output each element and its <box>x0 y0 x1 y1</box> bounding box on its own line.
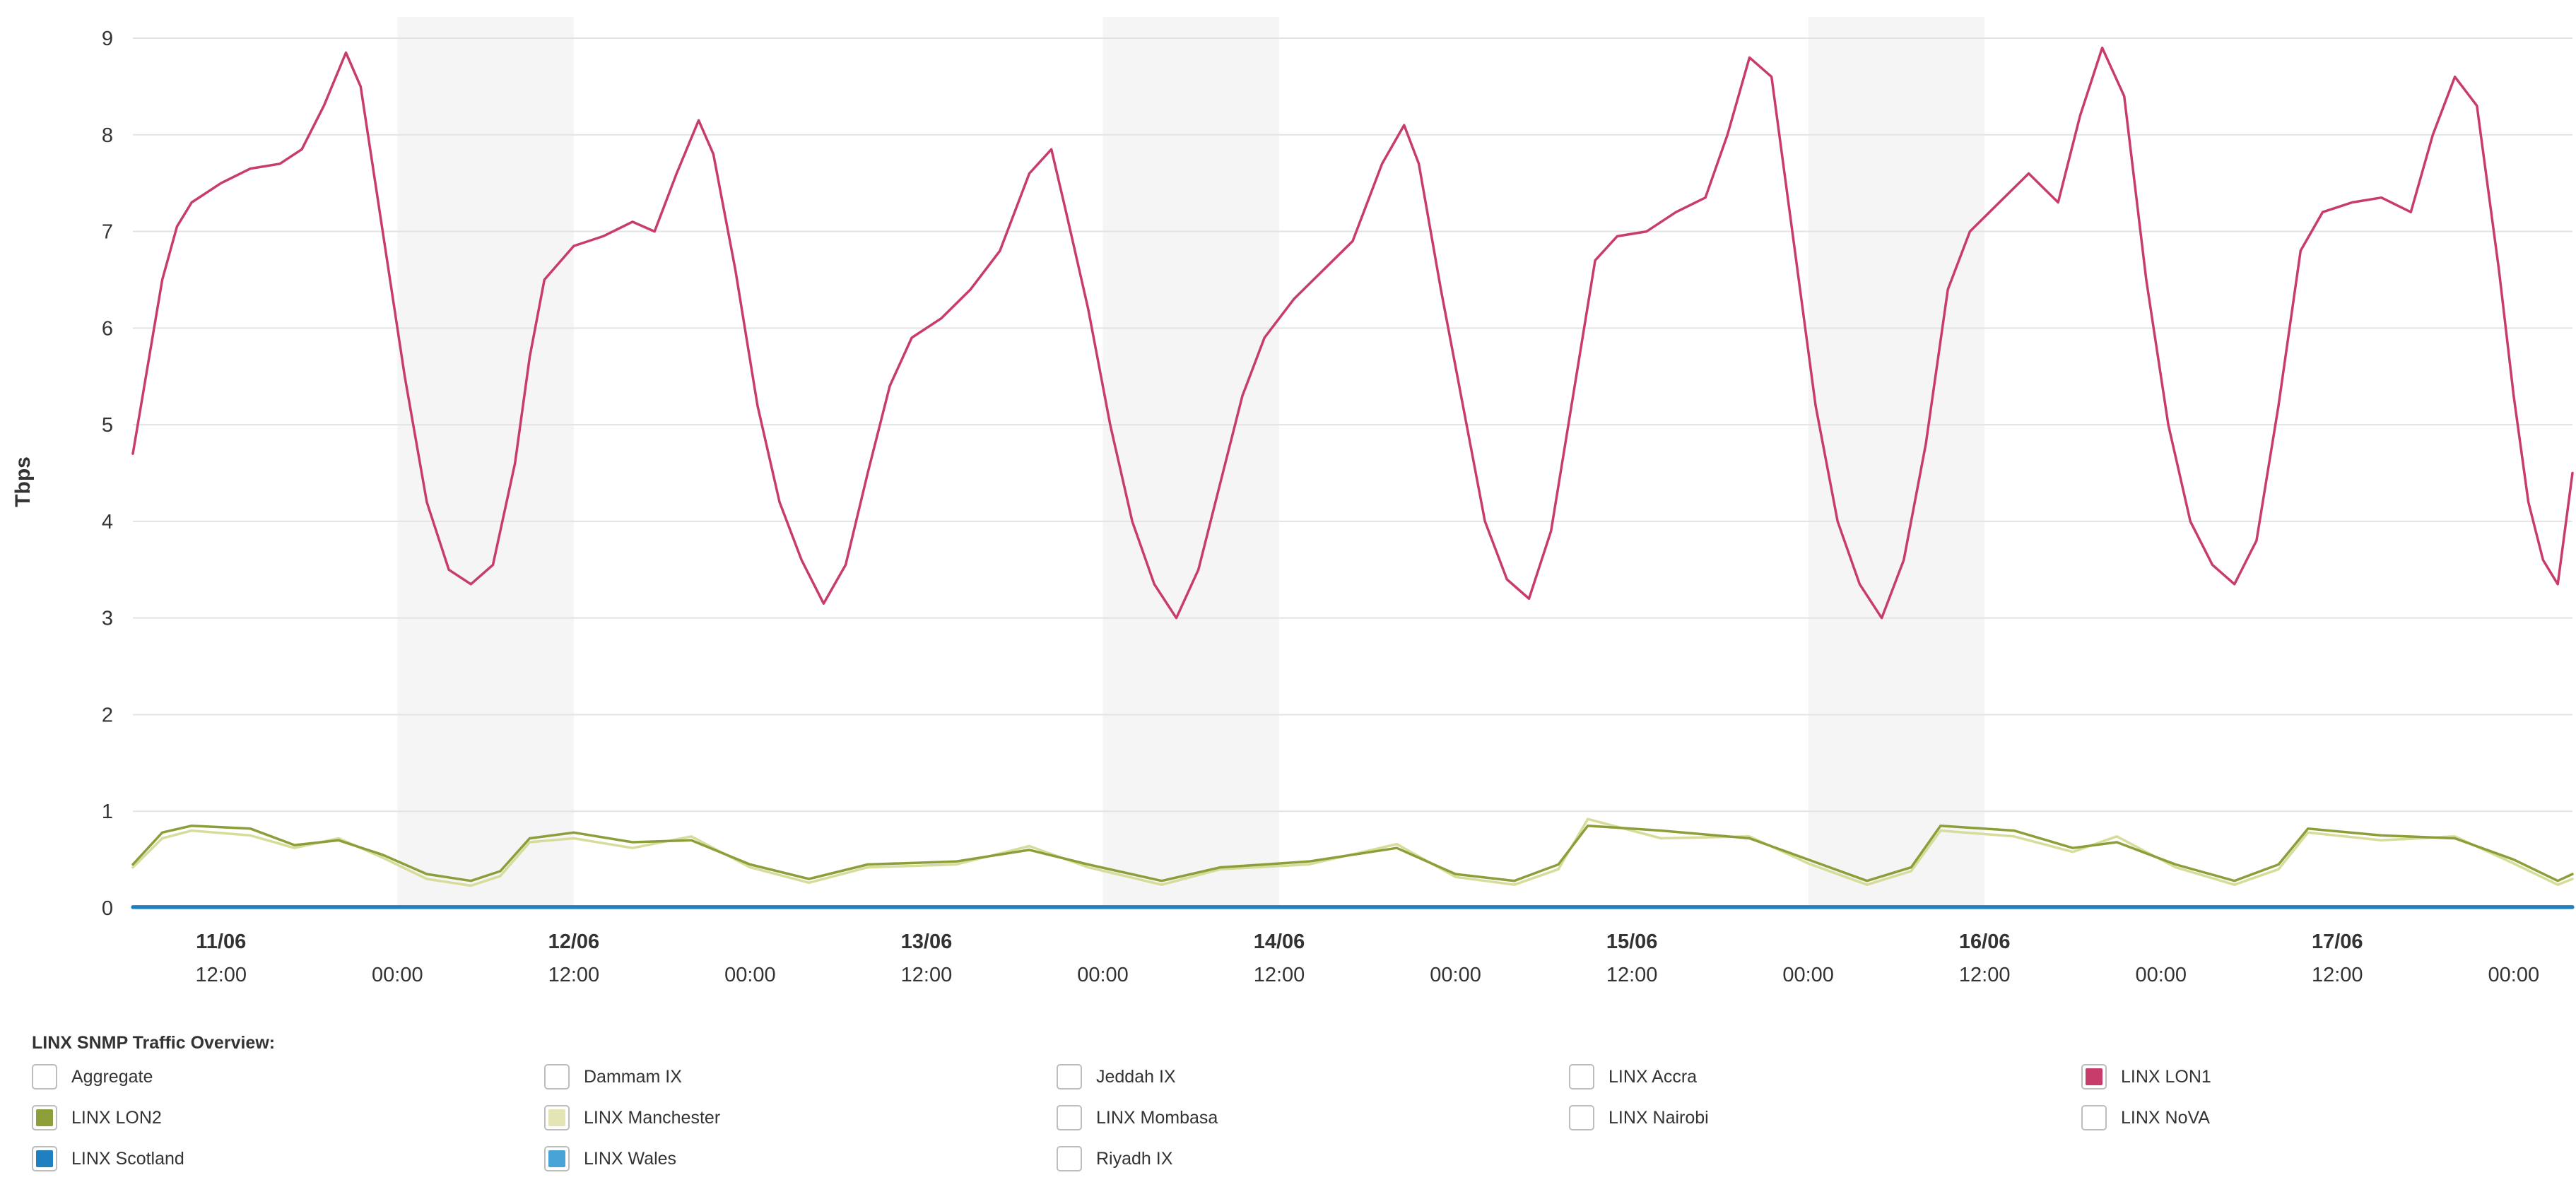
legend-swatch <box>548 1150 565 1167</box>
x-time-label: 12:00 <box>548 964 600 986</box>
legend-label: LINX LON2 <box>71 1107 162 1128</box>
x-time-label: 00:00 <box>1077 964 1129 986</box>
x-date-label: 17/06 <box>2312 931 2363 953</box>
legend-item-linx-nairobi[interactable]: LINX Nairobi <box>1569 1102 2081 1134</box>
legend-item-linx-manchester[interactable]: LINX Manchester <box>544 1102 1057 1134</box>
y-tick-label: 3 <box>102 608 113 630</box>
y-tick-label: 4 <box>102 511 113 533</box>
night-band <box>1102 17 1280 908</box>
legend-label: LINX Mombasa <box>1096 1107 1218 1128</box>
legend-label: Dammam IX <box>584 1066 682 1087</box>
legend-checkbox[interactable] <box>2081 1105 2107 1130</box>
x-date-label: 15/06 <box>1606 931 1658 953</box>
legend-label: Jeddah IX <box>1096 1066 1176 1087</box>
legend-item-dammam-ix[interactable]: Dammam IX <box>544 1061 1057 1093</box>
x-time-label: 12:00 <box>1959 964 2011 986</box>
legend-label: Riyadh IX <box>1096 1148 1173 1169</box>
x-time-label: 12:00 <box>1606 964 1658 986</box>
x-time-label: 00:00 <box>724 964 776 986</box>
legend-swatch <box>36 1109 53 1126</box>
y-tick-label: 8 <box>102 124 113 147</box>
legend-checkbox[interactable] <box>32 1105 57 1130</box>
y-tick-label: 0 <box>102 897 113 920</box>
legend-swatch <box>548 1109 565 1126</box>
x-time-label: 00:00 <box>1430 964 1481 986</box>
legend-item-linx-accra[interactable]: LINX Accra <box>1569 1061 2081 1093</box>
legend-item-linx-nova[interactable]: LINX NoVA <box>2081 1102 2576 1134</box>
legend-swatch <box>36 1150 53 1167</box>
legend-item-riyadh-ix[interactable]: Riyadh IX <box>1057 1142 1569 1175</box>
legend-checkbox[interactable] <box>544 1146 570 1171</box>
y-tick-label: 9 <box>102 28 113 50</box>
x-time-label: 12:00 <box>1254 964 1305 986</box>
legend-item-linx-wales[interactable]: LINX Wales <box>544 1142 1057 1175</box>
x-time-label: 00:00 <box>372 964 423 986</box>
legend-label: LINX LON1 <box>2121 1066 2211 1087</box>
legend-item-linx-scotland[interactable]: LINX Scotland <box>32 1142 544 1175</box>
legend-item-aggregate[interactable]: Aggregate <box>32 1061 544 1093</box>
x-date-label: 11/06 <box>196 931 246 953</box>
traffic-chart: 0 1 2 3 4 5 6 7 8 9 Tbps 11/06 12/06 13/06 14/06 15/0… <box>11 17 2575 986</box>
x-date-label: 12/06 <box>548 931 600 953</box>
y-tick-labels: 0 1 2 3 4 5 6 7 8 9 <box>102 28 113 920</box>
legend-checkbox[interactable] <box>32 1064 57 1089</box>
x-time-label: 00:00 <box>1782 964 1834 986</box>
legend-checkbox[interactable] <box>544 1064 570 1089</box>
y-tick-label: 6 <box>102 317 113 340</box>
legend-checkbox[interactable] <box>2081 1064 2107 1089</box>
y-gridlines <box>133 37 2572 909</box>
legend-title: LINX SNMP Traffic Overview: <box>32 1033 276 1053</box>
legend-label: LINX Wales <box>584 1148 677 1169</box>
x-time-label: 00:00 <box>2135 964 2187 986</box>
series-line-linx-lon1 <box>131 46 2574 620</box>
legend-label: LINX NoVA <box>2121 1107 2210 1128</box>
legend-checkbox[interactable] <box>1569 1105 1594 1130</box>
legend-item-linx-lon2[interactable]: LINX LON2 <box>32 1102 544 1134</box>
y-tick-label: 5 <box>102 414 113 437</box>
legend-label: Aggregate <box>71 1066 153 1087</box>
legend-checkbox[interactable] <box>544 1105 570 1130</box>
x-date-label: 14/06 <box>1254 931 1305 953</box>
legend-items: Aggregate Dammam IX Jeddah IX LINX Accra LIN… <box>32 1061 2548 1175</box>
x-date-label: 16/06 <box>1959 931 2011 953</box>
x-time-label: 12:00 <box>2312 964 2363 986</box>
x-tick-labels: 11/06 12/06 13/06 14/06 15/06 16/06 17/06 12:00… <box>195 931 2539 986</box>
y-axis-label: Tbps <box>11 456 35 507</box>
y-tick-label: 1 <box>102 801 113 823</box>
y-tick-label: 2 <box>102 704 113 726</box>
legend-checkbox[interactable] <box>1569 1064 1594 1089</box>
legend-checkbox[interactable] <box>1057 1064 1082 1089</box>
legend-label: LINX Manchester <box>584 1107 721 1128</box>
legend-checkbox[interactable] <box>32 1146 57 1171</box>
x-time-label: 12:00 <box>195 964 247 986</box>
legend-swatch <box>2086 1068 2102 1085</box>
legend-checkbox[interactable] <box>1057 1146 1082 1171</box>
x-time-label: 00:00 <box>2488 964 2540 986</box>
legend-label: LINX Accra <box>1608 1066 1698 1087</box>
night-bands <box>397 17 1985 908</box>
legend-item-linx-lon1[interactable]: LINX LON1 <box>2081 1061 2576 1093</box>
night-band <box>397 17 574 908</box>
y-tick-label: 7 <box>102 221 113 244</box>
series-line-linx-lon2 <box>131 824 2574 882</box>
legend-item-linx-mombasa[interactable]: LINX Mombasa <box>1057 1102 1569 1134</box>
legend-label: LINX Scotland <box>71 1148 184 1169</box>
legend-checkbox[interactable] <box>1057 1105 1082 1130</box>
legend-label: LINX Nairobi <box>1608 1107 1709 1128</box>
legend: LINX SNMP Traffic Overview: Aggregate Dam… <box>32 1033 2548 1175</box>
x-date-label: 13/06 <box>901 931 953 953</box>
legend-item-jeddah-ix[interactable]: Jeddah IX <box>1057 1061 1569 1093</box>
x-time-label: 12:00 <box>901 964 953 986</box>
series-lines <box>131 46 2575 909</box>
night-band <box>1808 17 1985 908</box>
